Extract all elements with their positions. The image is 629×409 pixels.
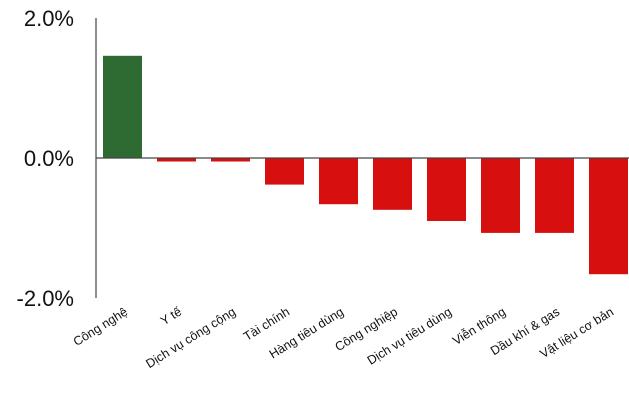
bar: [427, 158, 466, 221]
bar: [157, 158, 196, 162]
bar: [535, 158, 574, 233]
y-tick-label: 2.0%: [24, 6, 74, 31]
category-label: Dịch vụ công cộng: [143, 305, 238, 371]
category-label: Y tế: [158, 305, 184, 329]
bars: [103, 55, 628, 275]
bar: [481, 158, 520, 233]
bar: [103, 55, 142, 158]
y-axis: 2.0% 0.0% -2.0%: [17, 6, 97, 311]
y-tick-label: 0.0%: [24, 146, 74, 171]
bar: [373, 158, 412, 210]
category-label: Công nghệ: [71, 305, 130, 349]
bar: [589, 158, 628, 275]
bar: [319, 158, 358, 205]
bar: [211, 158, 250, 162]
bar: [265, 158, 304, 185]
y-tick-label: -2.0%: [17, 286, 74, 311]
